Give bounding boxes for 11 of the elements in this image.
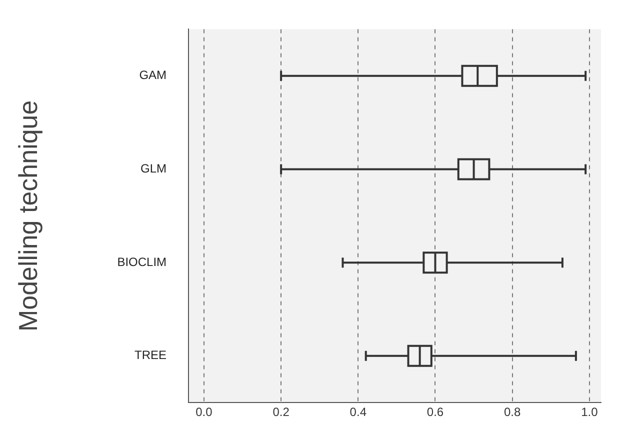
y-tick-label: GLM xyxy=(140,162,167,176)
x-tick-label: 0.8 xyxy=(504,405,522,420)
x-tick-label: 0.0 xyxy=(196,405,213,420)
y-axis-title: Modelling technique xyxy=(12,100,43,332)
x-tick-label: 1.0 xyxy=(581,405,598,420)
x-tick-label: 0.2 xyxy=(272,405,290,420)
y-tick-label: BIOCLIM xyxy=(117,254,167,269)
y-tick-label: TREE xyxy=(134,348,167,362)
x-tick-label: 0.6 xyxy=(426,405,444,420)
x-tick-label: 0.4 xyxy=(350,405,367,420)
y-tick-label: GAM xyxy=(139,68,167,82)
